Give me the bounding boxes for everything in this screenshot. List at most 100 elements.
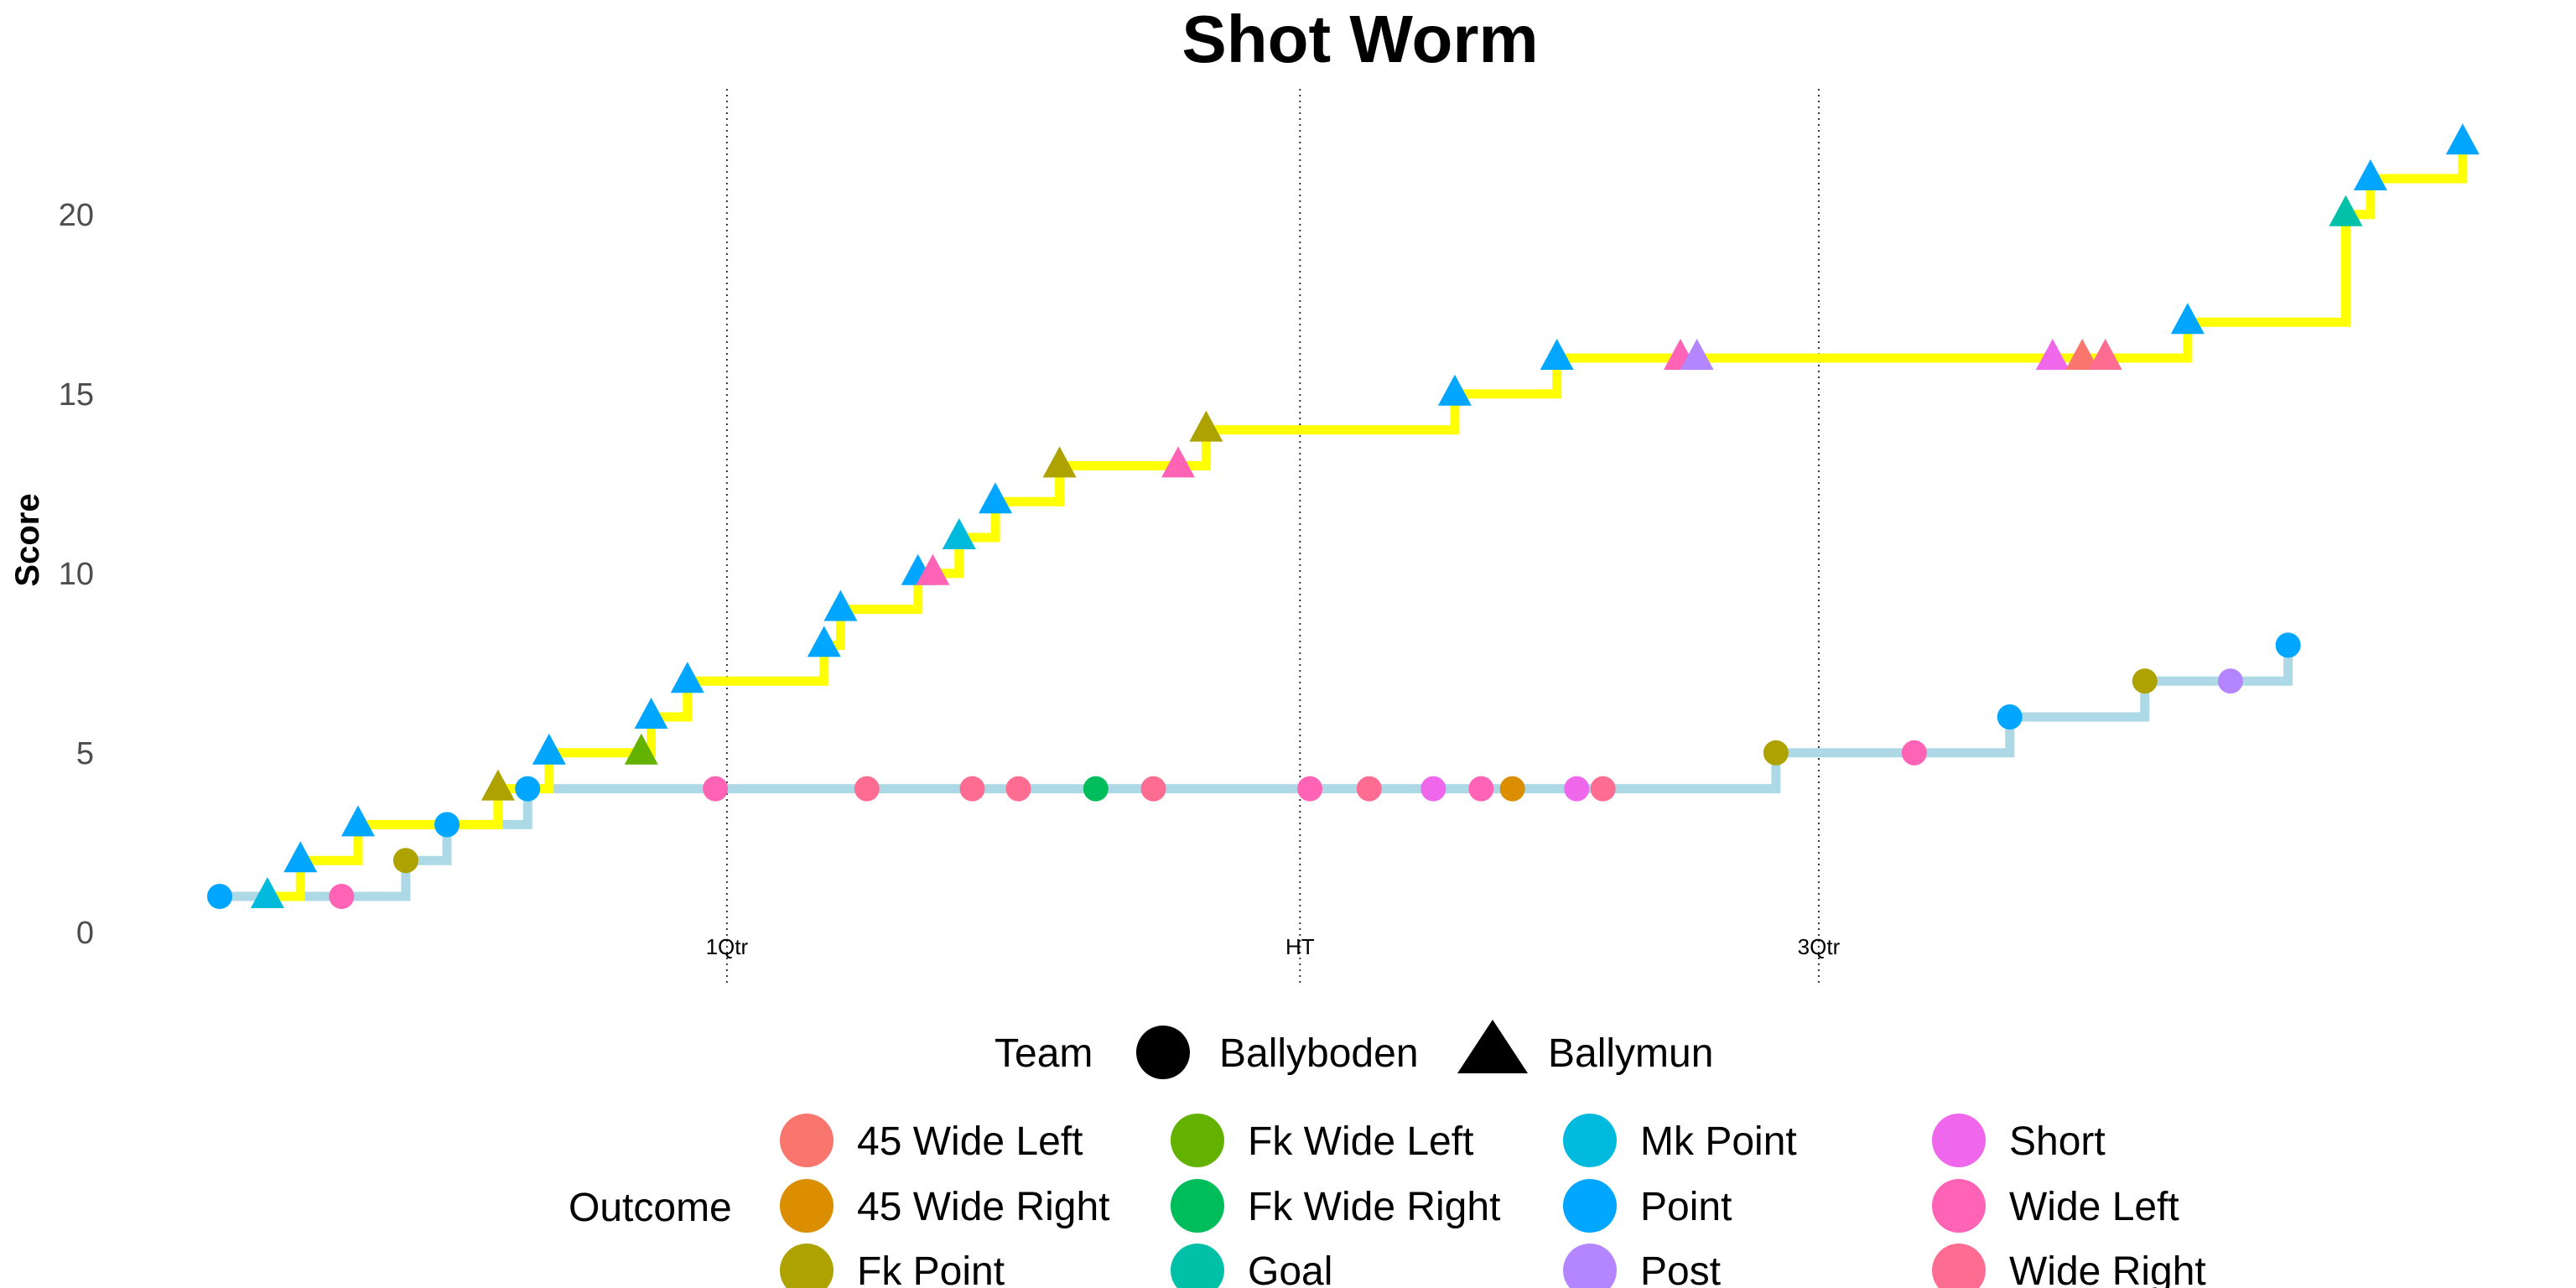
legend-key-45-wide-left xyxy=(780,1114,834,1167)
shot-point-ballymun-2 xyxy=(283,841,318,873)
shot-point-ballyboden-18 xyxy=(1590,776,1616,802)
legend-key-mk-point xyxy=(1563,1114,1617,1167)
shot-point-ballyboden-2 xyxy=(329,884,355,909)
legend-label-45-wide-right: 45 Wide Right xyxy=(857,1185,1109,1229)
shot-point-ballymun-18 xyxy=(1437,374,1472,406)
shot-point-ballymun-19 xyxy=(1540,339,1574,370)
shot-point-ballyboden-14 xyxy=(1420,776,1446,802)
shot-point-ballymun-1 xyxy=(250,877,284,908)
shot-point-ballyboden-8 xyxy=(959,776,985,802)
legend-key-point xyxy=(1563,1179,1617,1233)
shot-point-ballyboden-21 xyxy=(1997,704,2023,730)
shot-point-ballyboden-7 xyxy=(854,776,880,802)
legend-label-wide-right: Wide Right xyxy=(2009,1249,2206,1288)
shot-point-ballyboden-11 xyxy=(1140,776,1166,802)
shot-point-ballyboden-13 xyxy=(1356,776,1382,802)
y-axis-ticks: 0 5 10 15 20 xyxy=(59,198,94,951)
legend-key-fk-point xyxy=(780,1244,834,1288)
time-marker-label-1qtr: 1Qtr xyxy=(706,934,749,959)
shot-point-ballymun-4 xyxy=(480,769,515,801)
y-tick-label-10: 10 xyxy=(59,557,94,592)
shot-point-ballymun-24 xyxy=(2088,339,2122,370)
shot-point-ballyboden-24 xyxy=(2275,632,2301,658)
shot-point-ballymun-3 xyxy=(340,805,375,837)
legend-label-fk-wide-left: Fk Wide Left xyxy=(1248,1119,1473,1164)
y-tick-label-15: 15 xyxy=(59,377,94,413)
shot-point-ballyboden-6 xyxy=(703,776,729,802)
shot-point-ballymun-26 xyxy=(2329,195,2363,226)
shot-point-ballyboden-12 xyxy=(1297,776,1323,802)
shot-point-ballymun-9 xyxy=(807,626,841,657)
time-marker-label-ht: HT xyxy=(1285,934,1315,959)
shot-point-ballymun-10 xyxy=(823,589,858,621)
legend-label-point: Point xyxy=(1640,1185,1732,1229)
shot-point-ballymun-23 xyxy=(2065,339,2100,370)
shot-point-ballymun-21 xyxy=(1680,339,1714,370)
chart-title: Shot Worm xyxy=(1182,2,1538,76)
shot-point-ballymun-5 xyxy=(532,733,566,765)
shot-point-ballyboden-4 xyxy=(434,812,460,838)
y-tick-label-5: 5 xyxy=(76,736,94,771)
shot-point-ballyboden-15 xyxy=(1468,776,1494,802)
shot-point-ballymun-6 xyxy=(624,733,658,765)
legend-key-fk-wide-right xyxy=(1171,1179,1224,1233)
shot-point-ballymun-25 xyxy=(2170,303,2205,335)
shot-point-ballyboden-9 xyxy=(1005,776,1031,802)
time-marker-lines xyxy=(725,89,1820,986)
outcome-legend-title: Outcome xyxy=(569,1186,732,1230)
legend-label-short: Short xyxy=(2009,1119,2106,1164)
legend-key-ballyboden-circle xyxy=(1136,1026,1190,1079)
shot-point-ballyboden-23 xyxy=(2217,668,2243,694)
shot-point-ballymun-15 xyxy=(1042,446,1077,478)
shot-point-ballyboden-16 xyxy=(1499,776,1525,802)
step-line-ballymun xyxy=(267,143,2468,901)
legend-label-45-wide-left: 45 Wide Left xyxy=(857,1119,1083,1164)
legend-key-wide-left xyxy=(1932,1179,1986,1233)
team-legend-title: Team xyxy=(995,1031,1093,1076)
legend-key-wide-right xyxy=(1932,1244,1986,1288)
shot-point-ballymun-27 xyxy=(2353,159,2387,190)
legend-key-goal xyxy=(1171,1244,1224,1288)
step-line-ballyboden xyxy=(220,645,2293,901)
shot-point-ballyboden-20 xyxy=(1901,740,1927,766)
y-tick-label-0: 0 xyxy=(76,916,94,951)
legend-label-wide-left: Wide Left xyxy=(2009,1185,2179,1229)
shot-point-ballyboden-10 xyxy=(1083,776,1109,802)
shot-points xyxy=(207,123,2480,909)
legend-key-short xyxy=(1932,1114,1986,1167)
shot-point-ballyboden-3 xyxy=(392,848,418,874)
y-tick-label-20: 20 xyxy=(59,198,94,233)
series-lines xyxy=(220,143,2468,901)
team-legend: Team Ballyboden Ballymun xyxy=(995,1020,1713,1079)
time-marker-labels: 1Qtr HT 3Qtr xyxy=(706,934,1841,959)
shot-point-ballyboden-22 xyxy=(2132,668,2158,694)
legend-key-45-wide-right xyxy=(780,1179,834,1233)
shot-point-ballymun-22 xyxy=(2035,339,2070,370)
shot-point-ballymun-8 xyxy=(670,662,704,693)
shot-point-ballyboden-5 xyxy=(515,776,541,802)
legend-key-fk-wide-left xyxy=(1171,1114,1224,1167)
legend-label-mk-point: Mk Point xyxy=(1640,1119,1797,1164)
legend-label-fk-wide-right: Fk Wide Right xyxy=(1248,1185,1500,1229)
shot-point-ballymun-28 xyxy=(2445,123,2480,155)
shot-point-ballyboden-1 xyxy=(207,884,232,909)
shot-point-ballymun-16 xyxy=(1161,446,1195,478)
legend-label-goal: Goal xyxy=(1248,1249,1332,1288)
legend-key-ballymun-triangle xyxy=(1457,1020,1528,1073)
legend-label-fk-point: Fk Point xyxy=(857,1249,1005,1288)
shot-point-ballyboden-17 xyxy=(1564,776,1590,802)
shot-point-ballyboden-19 xyxy=(1763,740,1789,766)
shot-point-ballymun-7 xyxy=(634,698,668,729)
outcome-legend: Outcome 45 Wide Left 45 Wide Right Fk Poin… xyxy=(569,1114,2206,1288)
legend-label-ballymun: Ballymun xyxy=(1548,1031,1713,1076)
legend-label-post: Post xyxy=(1640,1249,1721,1288)
shot-point-ballymun-13 xyxy=(942,518,976,549)
y-axis-label: Score xyxy=(9,493,46,586)
shot-point-ballymun-12 xyxy=(916,553,950,585)
time-marker-label-3qtr: 3Qtr xyxy=(1798,934,1841,959)
shot-point-ballymun-14 xyxy=(978,482,1012,514)
legend-label-ballyboden: Ballyboden xyxy=(1219,1031,1419,1076)
shot-point-ballymun-17 xyxy=(1189,410,1223,442)
legend-key-post xyxy=(1563,1244,1617,1288)
